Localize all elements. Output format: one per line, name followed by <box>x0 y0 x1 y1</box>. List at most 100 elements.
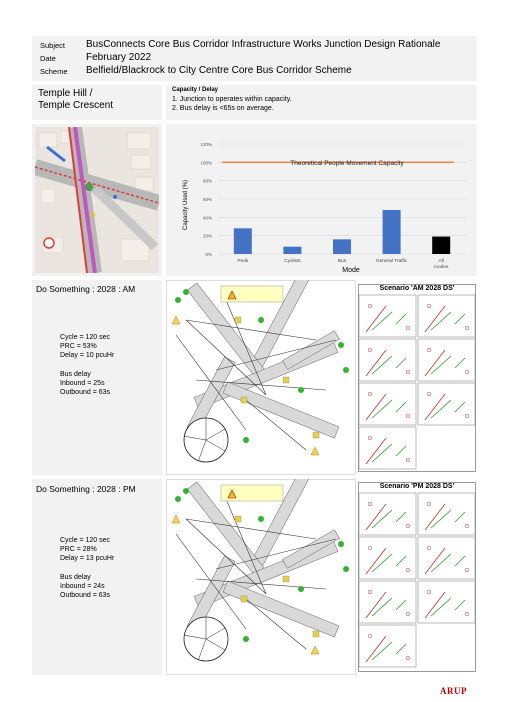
stage-signal-icon <box>405 523 411 529</box>
stage-signal-icon <box>405 655 411 661</box>
stage-signal-icon <box>405 457 411 463</box>
stage-arrow <box>424 349 446 377</box>
stage-signal-icon <box>426 347 432 353</box>
network-connector <box>175 533 247 630</box>
stage-signal-icon <box>405 369 411 375</box>
stage-arrow <box>365 591 387 619</box>
header-panel <box>32 36 477 81</box>
signal-node-icon <box>298 586 304 592</box>
subject-value: BusConnects Core Bus Corridor Infrastruc… <box>86 39 441 50</box>
stage-signal-icon <box>464 369 470 375</box>
chart-bar <box>432 236 451 254</box>
stage-signal-icon <box>367 545 373 551</box>
network-connector <box>245 598 307 650</box>
cycle-clock-spoke <box>205 439 226 452</box>
pm-inbound: Inbound = 24s <box>60 583 105 590</box>
chart-y-tick-label: 40% <box>203 215 212 220</box>
chart-x-tick-label: Bus <box>338 258 347 264</box>
date-value: February 2022 <box>86 52 152 63</box>
stage-signal-icon <box>367 435 373 441</box>
signal-node-icon <box>338 342 344 348</box>
detector-icon <box>240 595 248 603</box>
stage-arrow <box>430 553 452 573</box>
stage-arrow <box>395 599 407 611</box>
junction-name-panel <box>32 85 162 120</box>
warning-icon <box>310 446 320 456</box>
pm-outbound: Outbound = 63s <box>60 592 111 599</box>
stage-signal-icon <box>426 545 432 551</box>
am-network-diagram <box>171 280 349 463</box>
stage-arrow <box>454 357 466 369</box>
am-inbound: Inbound = 25s <box>60 380 105 387</box>
chart-y-tick-label: 20% <box>203 234 212 239</box>
stage-arrow <box>371 509 393 529</box>
network-connector <box>245 399 307 451</box>
stage-arrow <box>424 393 446 421</box>
am-stats: Cycle = 120 sec PRC = 53% Delay = 10 pcu… <box>60 333 114 397</box>
chart-x-axis-label: Mode <box>342 267 360 274</box>
stage-signal-icon <box>464 325 470 331</box>
stage-arrow <box>430 399 452 419</box>
stage-arrow <box>395 445 407 457</box>
stage-signal-icon <box>426 303 432 309</box>
network-links <box>171 479 349 662</box>
stage-signal-icon <box>367 589 373 595</box>
am-text-panel <box>32 280 162 475</box>
network-connector <box>225 299 267 396</box>
am-stage-grid <box>358 294 476 470</box>
stage-signal-icon <box>405 325 411 331</box>
detector-icon <box>234 515 242 523</box>
cycle-clock-spoke <box>205 428 226 441</box>
pm-stats: Cycle = 120 sec PRC = 28% Delay = 13 pcu… <box>60 536 114 600</box>
arup-logo: ARUP <box>440 686 467 696</box>
detector-icon <box>282 575 290 583</box>
chart-reference: Theoretical People Movement Capacity <box>222 160 454 167</box>
signal-node-icon <box>243 437 249 443</box>
chart-bar <box>333 239 351 254</box>
stage-arrow <box>365 393 387 421</box>
pm-cycle: Cycle = 120 sec <box>60 537 110 544</box>
network-link-box <box>282 529 340 569</box>
signal-node-icon <box>175 297 181 303</box>
network-link-box <box>222 381 340 439</box>
network-info-box <box>220 484 284 502</box>
stage-arrow <box>430 509 452 529</box>
warning-icon <box>171 514 181 524</box>
signal-node-icon <box>175 496 181 502</box>
stage-arrow <box>424 503 446 531</box>
stage-signal-icon <box>426 501 432 507</box>
signal-node-icon <box>343 566 349 572</box>
stage-signal-icon <box>464 567 470 573</box>
pm-delay: Delay = 13 pcuHr <box>60 555 115 562</box>
chart-y-tick-label: 120% <box>200 142 212 147</box>
cycle-clock-spoke <box>198 638 207 660</box>
stage-signal-icon <box>426 589 432 595</box>
criteria-title: Capacity / Delay <box>172 87 219 93</box>
network-link-box <box>222 580 340 638</box>
network-connector <box>185 319 267 396</box>
chart-y-axis-label: Capacity Used (%) <box>183 180 189 230</box>
stage-signal-icon <box>367 347 373 353</box>
stage-arrow <box>395 313 407 325</box>
stage-arrow <box>395 401 407 413</box>
am-bus-delay-title: Bus delay <box>60 371 91 378</box>
warning-icon <box>171 315 181 325</box>
stage-signal-icon <box>367 633 373 639</box>
stage-arrow <box>365 635 387 663</box>
chart-y-tick-label: 0% <box>205 252 212 257</box>
criteria-item-2: 2. Bus delay is <65s on average. <box>172 105 274 112</box>
pm-text-panel <box>32 479 162 675</box>
stage-signal-icon <box>464 523 470 529</box>
chart-panel <box>166 124 477 276</box>
cycle-clock-spoke <box>205 627 226 640</box>
network-connector <box>225 498 267 595</box>
stage-arrow <box>454 599 466 611</box>
chart-x-tick-label: All modes <box>434 258 449 270</box>
stage-arrow <box>365 305 387 333</box>
signal-node-icon <box>343 367 349 373</box>
network-connector <box>195 379 327 391</box>
network-link-box <box>282 330 340 370</box>
stage-arrow <box>371 355 393 375</box>
network-connector <box>185 518 317 540</box>
chart-reference-label: Theoretical People Movement Capacity <box>290 160 404 167</box>
